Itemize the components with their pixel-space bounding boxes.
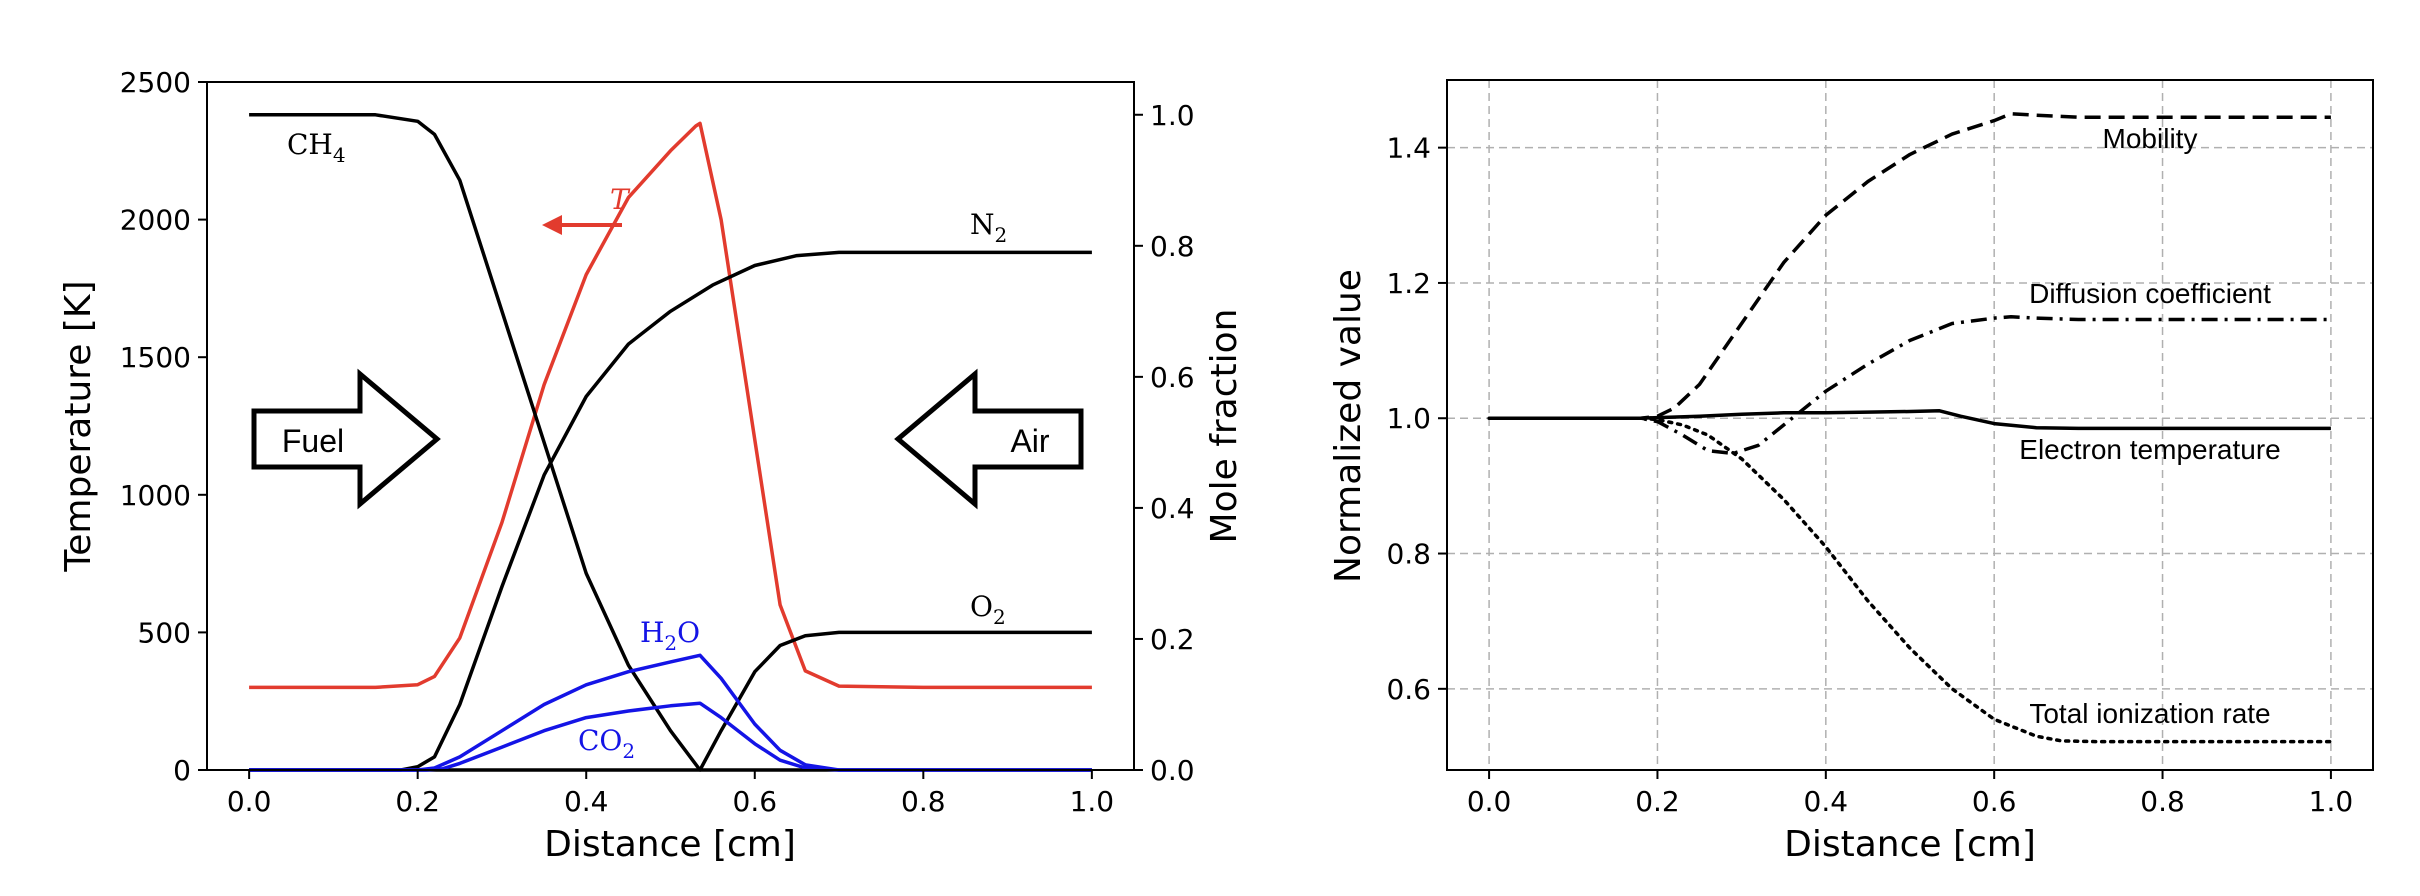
h2o-label-b: O (677, 616, 700, 649)
right-plot-frame (1446, 79, 2374, 771)
co2-label-main: CO (578, 724, 622, 757)
diffusion-label: Diffusion coefficient (2029, 278, 2271, 309)
n2-label-sub: 2 (995, 223, 1008, 247)
right-x-tick-label: 0.2 (1635, 785, 1680, 818)
left-right-y-tick-label: 0.6 (1150, 361, 1195, 394)
left-right-y-tick-label: 1.0 (1150, 99, 1195, 132)
series-t-line (249, 121, 1092, 690)
left-y-axis-label: Temperature [K] (58, 280, 99, 572)
left-y-tick-label: 2500 (120, 66, 191, 99)
h2o-label: H2O (640, 616, 700, 655)
left-x-tick-label: 0.8 (901, 785, 946, 818)
left-right-y-tick-label: 0.2 (1150, 623, 1195, 656)
ch4-label-main: CH (287, 128, 333, 161)
series-mobility-line (1489, 112, 2331, 420)
right-x-tick-label: 0.0 (1467, 785, 1512, 818)
left-x-tick-label: 0.6 (733, 785, 778, 818)
co2-label-sub: 2 (622, 739, 635, 763)
left-y-tick-label: 2000 (120, 204, 191, 237)
right-y-tick-label: 1.4 (1386, 132, 1431, 165)
left-chart: 0.0 0.2 0.4 0.6 0.8 1.0 05001000150020002500 … (58, 66, 1245, 865)
right-chart: 0.0 0.2 0.4 0.6 0.8 1.0 0.6 0.8 1.0 1.2 1.4 Dista… (1328, 79, 2374, 865)
left-right-y-tick-label: 0.4 (1150, 492, 1195, 525)
right-x-ticks: 0.0 0.2 0.4 0.6 0.8 1.0 (1467, 770, 2353, 818)
left-x-tick-label: 1.0 (1070, 785, 1115, 818)
right-y-axis-label: Normalized value (1328, 269, 1369, 583)
left-x-tick-label: 0.0 (227, 785, 272, 818)
air-arrow-shape (894, 368, 1084, 510)
ch4-label-sub: 4 (333, 143, 346, 167)
right-x-tick-label: 0.6 (1972, 785, 2017, 818)
ionization-label: Total ionization rate (2029, 698, 2270, 729)
mobility-label: Mobility (2103, 123, 2198, 154)
h2o-label-sub: 2 (664, 631, 677, 655)
co2-label: CO2 (578, 724, 635, 763)
left-x-axis-label: Distance [cm] (544, 824, 796, 865)
right-grid (1447, 80, 2373, 770)
left-x-ticks: 0.0 0.2 0.4 0.6 0.8 1.0 (227, 770, 1114, 818)
fuel-arrow-shape (251, 368, 441, 510)
series-n2-line (249, 250, 1092, 772)
h2o-label-a: H (640, 616, 664, 649)
fuel-arrow-label: Fuel (282, 423, 344, 459)
left-y-tick-label: 500 (138, 616, 191, 649)
right-series-group (1487, 112, 2333, 744)
right-y-tick-label: 1.0 (1386, 402, 1431, 435)
right-x-tick-label: 0.4 (1804, 785, 1849, 818)
series-electron-temperature-line (1489, 409, 2331, 431)
left-series-group (249, 113, 1092, 772)
temperature-arrow (542, 215, 622, 235)
right-y-tick-label: 1.2 (1386, 267, 1431, 300)
right-y-tick-label: 0.8 (1386, 538, 1431, 571)
o2-label-sub: 2 (993, 605, 1006, 629)
right-x-axis-label: Distance [cm] (1784, 824, 2036, 865)
left-y-tick-label: 0 (173, 754, 191, 787)
air-arrow: Air (894, 368, 1084, 510)
series-h2o-line (249, 653, 1092, 772)
left-right-y-tick-label: 0.8 (1150, 230, 1195, 263)
n2-label-main: N (970, 208, 995, 241)
right-x-tick-label: 1.0 (2309, 785, 2354, 818)
left-y-tick-label: 1000 (120, 479, 191, 512)
left-x-tick-label: 0.4 (564, 785, 609, 818)
left-right-y-ticks: 0.0 0.2 0.4 0.6 0.8 1.0 (1134, 99, 1195, 787)
left-plot-frame (206, 81, 1135, 771)
right-y-tick-label: 0.6 (1386, 673, 1431, 706)
air-arrow-label: Air (1010, 423, 1049, 459)
o2-label: O2 (970, 590, 1006, 629)
left-y-tick-label: 1500 (120, 341, 191, 374)
left-right-y-tick-label: 0.0 (1150, 754, 1195, 787)
right-x-tick-label: 0.8 (2140, 785, 2185, 818)
right-y-ticks: 0.6 0.8 1.0 1.2 1.4 (1386, 132, 1447, 706)
temperature-label: T (610, 183, 631, 216)
n2-label: N2 (970, 208, 1007, 247)
o2-label-main: O (970, 590, 993, 623)
left-x-tick-label: 0.2 (395, 785, 440, 818)
series-diffusion-coefficient-line (1489, 315, 2331, 456)
fuel-arrow: Fuel (251, 368, 441, 510)
series-o2-line (249, 630, 1092, 772)
electron-temperature-label: Electron temperature (2019, 434, 2280, 465)
series-total-ionization-rate-line (1487, 416, 2333, 744)
left-y-ticks: 0 500 1000 1500 2000 2500 (120, 66, 207, 787)
temperature-arrow-head (542, 215, 562, 235)
left-right-y-axis-label: Mole fraction (1204, 309, 1245, 544)
ch4-label: CH4 (287, 128, 346, 167)
series-co2-line (249, 701, 1092, 772)
